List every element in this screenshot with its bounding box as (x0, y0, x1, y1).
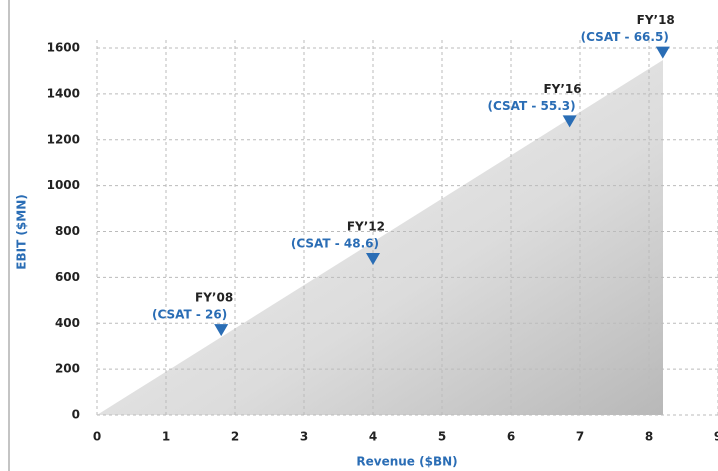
point-label: FY’16 (543, 82, 581, 96)
y-tick-label: 1400 (47, 86, 80, 100)
point-sublabel: (CSAT - 26) (152, 308, 227, 322)
y-tick-label: 1200 (47, 132, 80, 146)
x-tick-label: 4 (369, 430, 377, 444)
x-axis-label: Revenue ($BN) (356, 455, 457, 469)
x-tick-label: 3 (300, 430, 308, 444)
point-sublabel: (CSAT - 48.6) (291, 237, 379, 251)
y-tick-label: 600 (55, 270, 80, 284)
y-tick-label: 200 (55, 362, 80, 376)
point-sublabel: (CSAT - 55.3) (488, 99, 576, 113)
x-tick-label: 6 (507, 430, 515, 444)
y-tick-label: 1000 (47, 178, 80, 192)
point-label: FY’18 (637, 13, 675, 27)
point-label: FY’12 (347, 220, 385, 234)
point-label: FY’08 (195, 291, 233, 305)
x-tick-label: 7 (576, 430, 584, 444)
marker (562, 115, 577, 128)
y-tick-label: 0 (72, 408, 80, 422)
x-tick-label: 9 (714, 430, 718, 444)
y-tick-label: 1600 (47, 41, 80, 55)
background-shape (97, 60, 663, 415)
y-tick-label: 800 (55, 224, 80, 238)
x-tick-label: 1 (162, 430, 170, 444)
grid (96, 40, 718, 416)
x-tick-label: 5 (438, 430, 446, 444)
y-axis-label: EBIT ($MN) (15, 194, 29, 269)
x-tick-label: 8 (645, 430, 653, 444)
marker (214, 324, 229, 337)
point-sublabel: (CSAT - 66.5) (581, 30, 669, 44)
x-tick-label: 0 (93, 430, 101, 444)
y-tick-label: 400 (55, 316, 80, 330)
marker (655, 46, 670, 59)
x-tick-label: 2 (231, 430, 239, 444)
marker (366, 253, 380, 266)
